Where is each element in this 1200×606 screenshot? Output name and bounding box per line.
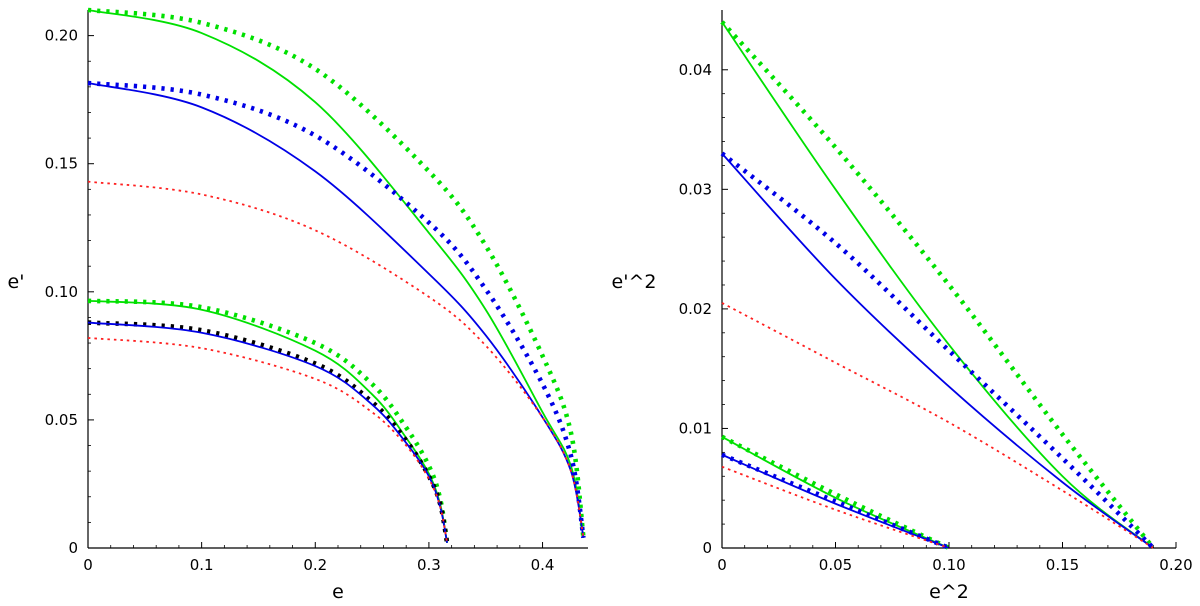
right-series-red-dotted-inner <box>721 465 950 549</box>
right-x-tick-label: 0 <box>717 556 727 574</box>
left-series-green-solid-outer <box>87 9 585 538</box>
left-y-axis-label: e' <box>8 271 25 293</box>
right-x-tick-label: 0.15 <box>1046 556 1079 574</box>
left-series-blue-solid-outer <box>87 82 585 538</box>
left-series-blue-dotted-outer <box>87 80 586 539</box>
right-y-tick-label: 0.02 <box>679 300 712 318</box>
left-y-tick-label: 0.15 <box>45 155 78 173</box>
right-series-blue-solid-outer <box>721 152 1154 549</box>
right-y-tick-label: 0.04 <box>679 61 712 79</box>
right-y-tick-label: 0.01 <box>679 419 712 437</box>
right-y-tick-label: 0.03 <box>679 180 712 198</box>
right-x-tick-label: 0.10 <box>932 556 965 574</box>
left-chart-panel: 0 0.1 0.2 0.3 0.4 0 0.05 0.10 0.15 0.20 e e' <box>8 7 588 603</box>
right-y-axis-label: e'^2 <box>612 271 657 293</box>
left-series-group <box>87 7 586 544</box>
left-y-tick-label: 0.10 <box>45 283 78 301</box>
right-x-tick-label: 0.20 <box>1159 556 1192 574</box>
left-x-tick-label: 0.3 <box>417 556 441 574</box>
right-series-blue-dotted-outer <box>720 151 1155 550</box>
left-series-green-dotted-outer <box>87 7 586 539</box>
left-y-tick-label: 0.05 <box>45 411 78 429</box>
right-x-tick-label: 0.05 <box>819 556 852 574</box>
right-chart-panel: 0 0.05 0.10 0.15 0.20 0 0.01 0.02 0.03 0.04 e^2 e… <box>612 10 1193 603</box>
left-x-tick-label: 0.4 <box>531 556 555 574</box>
left-x-tick-label: 0.2 <box>303 556 327 574</box>
right-ticks-group: 0 0.05 0.10 0.15 0.20 0 0.01 0.02 0.03 0.04 <box>679 61 1193 574</box>
right-series-group <box>720 20 1156 551</box>
left-x-tick-label: 0.1 <box>190 556 214 574</box>
right-y-tick-label: 0 <box>702 539 712 557</box>
right-series-green-solid-outer <box>721 21 1154 549</box>
left-x-tick-label: 0 <box>83 556 93 574</box>
left-series-black-dotted-inner <box>87 320 450 544</box>
left-y-tick-label: 0.20 <box>45 27 78 45</box>
left-y-tick-label: 0 <box>68 539 78 557</box>
right-x-axis-label: e^2 <box>929 581 969 603</box>
right-series-red-dotted-outer <box>721 302 1154 549</box>
right-series-blue-solid-inner <box>721 453 950 549</box>
right-series-green-dotted-outer <box>720 20 1156 550</box>
left-series-green-dotted-inner <box>87 298 450 544</box>
left-series-blue-solid-inner <box>87 321 448 544</box>
left-series-red-dotted-outer <box>87 180 585 538</box>
right-series-green-dotted-inner <box>720 434 950 551</box>
left-ticks-group: 0 0.1 0.2 0.3 0.4 0 0.05 0.10 0.15 0.20 <box>45 27 555 574</box>
left-series-green-solid-inner <box>87 299 448 544</box>
left-x-axis-label: e <box>332 581 344 603</box>
left-series-red-dotted-inner <box>87 337 448 544</box>
